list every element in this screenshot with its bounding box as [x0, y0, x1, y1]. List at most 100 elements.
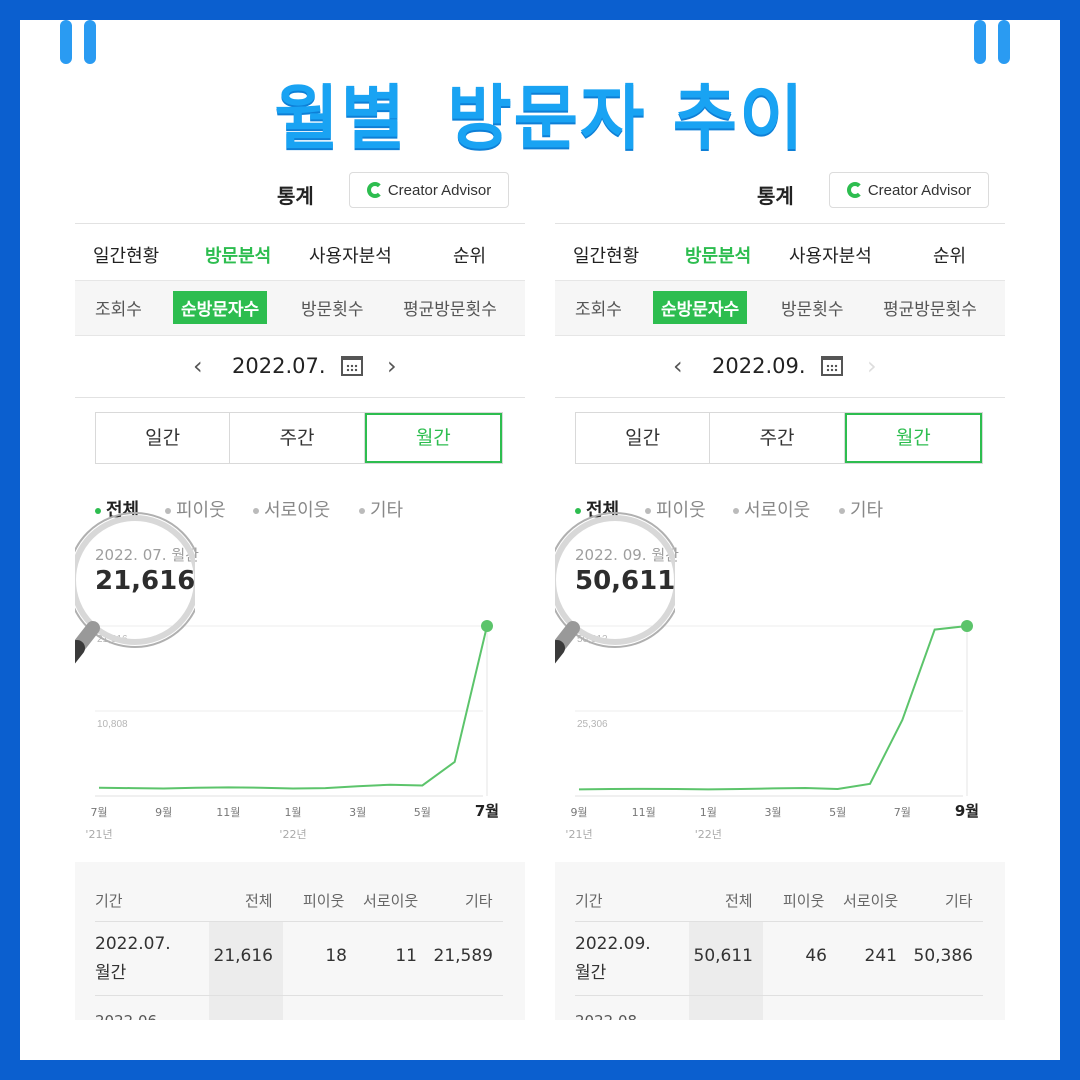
period-monthly[interactable]: 월간	[364, 413, 502, 463]
legend-label: 기타	[850, 500, 884, 521]
period-daily[interactable]: 일간	[96, 413, 231, 463]
tab-ranking[interactable]: 순위	[933, 246, 967, 267]
date-navigator: ‹ 2022.09. ›	[555, 336, 1005, 398]
period-daily[interactable]: 일간	[576, 413, 711, 463]
chart-legend: 전체 피이웃 서로이웃 기타	[575, 496, 995, 522]
x-tick-label: 9월	[155, 806, 172, 819]
x-tick-label: 3월	[349, 806, 366, 819]
stats-topbar: 통계 Creator Advisor	[555, 160, 1005, 222]
calendar-icon[interactable]	[341, 356, 363, 376]
summary-value: 21,616	[95, 566, 196, 596]
table-header: 기간 전체 피이웃 서로이웃 기타	[575, 862, 983, 922]
legend-item-all[interactable]: 전체	[575, 496, 619, 522]
creator-advisor-label: Creator Advisor	[387, 181, 492, 199]
col-neighbor: 피이웃	[303, 892, 345, 910]
row-period-line2: 월간	[575, 963, 607, 983]
row-total: 50,611	[693, 946, 753, 966]
title-part-1: 월별	[274, 77, 408, 159]
x-tick-label: 9월	[570, 806, 587, 819]
legend-item-other[interactable]: 기타	[359, 496, 403, 522]
legend-dot-icon	[165, 508, 171, 514]
legend-item-mutual[interactable]: 서로이웃	[253, 496, 330, 522]
row-period-line1: 2022.09.	[575, 934, 651, 954]
subtab-views[interactable]: 조회수	[95, 300, 142, 320]
summary-period-label: 2022. 07. 월간	[95, 546, 199, 564]
chart-legend: 전체 피이웃 서로이웃 기타	[95, 496, 515, 522]
col-neighbor: 피이웃	[783, 892, 825, 910]
x-tick-label: 3월	[764, 806, 781, 819]
legend-dot-icon	[575, 508, 581, 514]
row-period-line2: 월간	[95, 963, 127, 983]
subtab-visit-count[interactable]: 방문횟수	[301, 300, 364, 320]
total-column-highlight	[689, 922, 763, 1020]
tab-daily-status[interactable]: 일간현황	[93, 246, 160, 267]
main-tabs: 일간현황 방문분석 사용자분석 순위	[555, 224, 1005, 280]
stats-table: 기간 전체 피이웃 서로이웃 기타 2022.09. 월간 50,611 46 …	[555, 862, 1005, 1020]
col-mutual: 서로이웃	[843, 892, 899, 910]
summary-period-label: 2022. 09. 월간	[575, 546, 679, 564]
creator-advisor-button[interactable]: Creator Advisor	[349, 172, 509, 208]
tab-user-analysis[interactable]: 사용자분석	[309, 246, 392, 267]
subtab-views[interactable]: 조회수	[575, 300, 622, 320]
main-tabs: 일간현황 방문분석 사용자분석 순위	[75, 224, 525, 280]
col-other: 기타	[945, 892, 973, 910]
legend-label: 서로이웃	[264, 500, 331, 521]
legend-label: 서로이웃	[744, 500, 811, 521]
legend-dot-icon	[95, 508, 101, 514]
legend-item-mutual[interactable]: 서로이웃	[733, 496, 810, 522]
binder-ring	[974, 20, 986, 64]
prev-month-chevron-icon[interactable]: ‹	[193, 352, 203, 380]
period-weekly[interactable]: 주간	[710, 413, 845, 463]
legend-item-neighbor[interactable]: 피이웃	[165, 496, 226, 522]
period-weekly[interactable]: 주간	[230, 413, 365, 463]
x-tick-label: 7월	[475, 802, 499, 820]
stats-panel: 통계 Creator Advisor 일간현황 방문분석 사용자분석 순위 조회…	[555, 160, 1005, 1020]
x-tick-label: 9월	[955, 802, 979, 820]
y-tick-label: 25,306	[577, 719, 608, 730]
period-monthly[interactable]: 월간	[844, 413, 982, 463]
prev-month-chevron-icon[interactable]: ‹	[673, 352, 683, 380]
date-navigator: ‹ 2022.07. ›	[75, 336, 525, 398]
legend-item-all[interactable]: 전체	[95, 496, 139, 522]
current-point	[481, 620, 493, 632]
tab-daily-status[interactable]: 일간현황	[573, 246, 640, 267]
x-tick-label: 1월	[284, 806, 301, 819]
row-period-line1: 2022.07.	[95, 934, 171, 954]
period-selector: 일간 주간 월간	[95, 412, 503, 464]
binder-ring	[998, 20, 1010, 64]
col-mutual: 서로이웃	[363, 892, 419, 910]
x-year-label: '22년	[695, 828, 722, 841]
total-column-highlight	[209, 922, 283, 1020]
tab-user-analysis[interactable]: 사용자분석	[789, 246, 872, 267]
subtab-visit-count[interactable]: 방문횟수	[781, 300, 844, 320]
stats-table: 기간 전체 피이웃 서로이웃 기타 2022.07. 월간 21,616 18 …	[75, 862, 525, 1020]
legend-item-neighbor[interactable]: 피이웃	[645, 496, 706, 522]
row-mutual: 241	[864, 946, 897, 966]
divider	[555, 223, 1005, 224]
next-month-chevron-icon[interactable]: ›	[387, 352, 397, 380]
creator-advisor-icon	[366, 182, 383, 198]
row-neighbor: 18	[325, 946, 347, 966]
creator-advisor-label: Creator Advisor	[867, 181, 972, 199]
visitor-line-chart: 50,612 25,306 9월 11월 1월 3월 5월 7월 9월 '21년 '22년	[565, 620, 979, 841]
subtab-unique-visitors[interactable]: 순방문자수	[653, 291, 748, 324]
subtab-avg-visit-count[interactable]: 평균방문횟수	[883, 300, 977, 320]
legend-label: 피이웃	[656, 500, 706, 521]
series-line-total	[98, 625, 488, 790]
stats-panel: 통계 Creator Advisor 일간현황 방문분석 사용자분석 순위 조회…	[75, 160, 525, 1020]
x-year-label: '21년	[85, 828, 112, 841]
title-part-2: 방문자 추이	[447, 77, 806, 159]
tab-visit-analysis[interactable]: 방문분석	[685, 246, 752, 267]
legend-item-other[interactable]: 기타	[839, 496, 883, 522]
tab-ranking[interactable]: 순위	[453, 246, 487, 267]
subtab-unique-visitors[interactable]: 순방문자수	[173, 291, 268, 324]
creator-advisor-button[interactable]: Creator Advisor	[829, 172, 989, 208]
row-neighbor: 46	[805, 946, 827, 966]
x-tick-label: 7월	[894, 806, 911, 819]
tab-visit-analysis[interactable]: 방문분석	[205, 246, 272, 267]
next-month-chevron-icon[interactable]: ›	[867, 352, 877, 380]
subtab-avg-visit-count[interactable]: 평균방문횟수	[403, 300, 497, 320]
calendar-icon[interactable]	[821, 356, 843, 376]
current-date: 2022.07.	[232, 354, 326, 378]
y-tick-label: 10,808	[97, 719, 128, 730]
